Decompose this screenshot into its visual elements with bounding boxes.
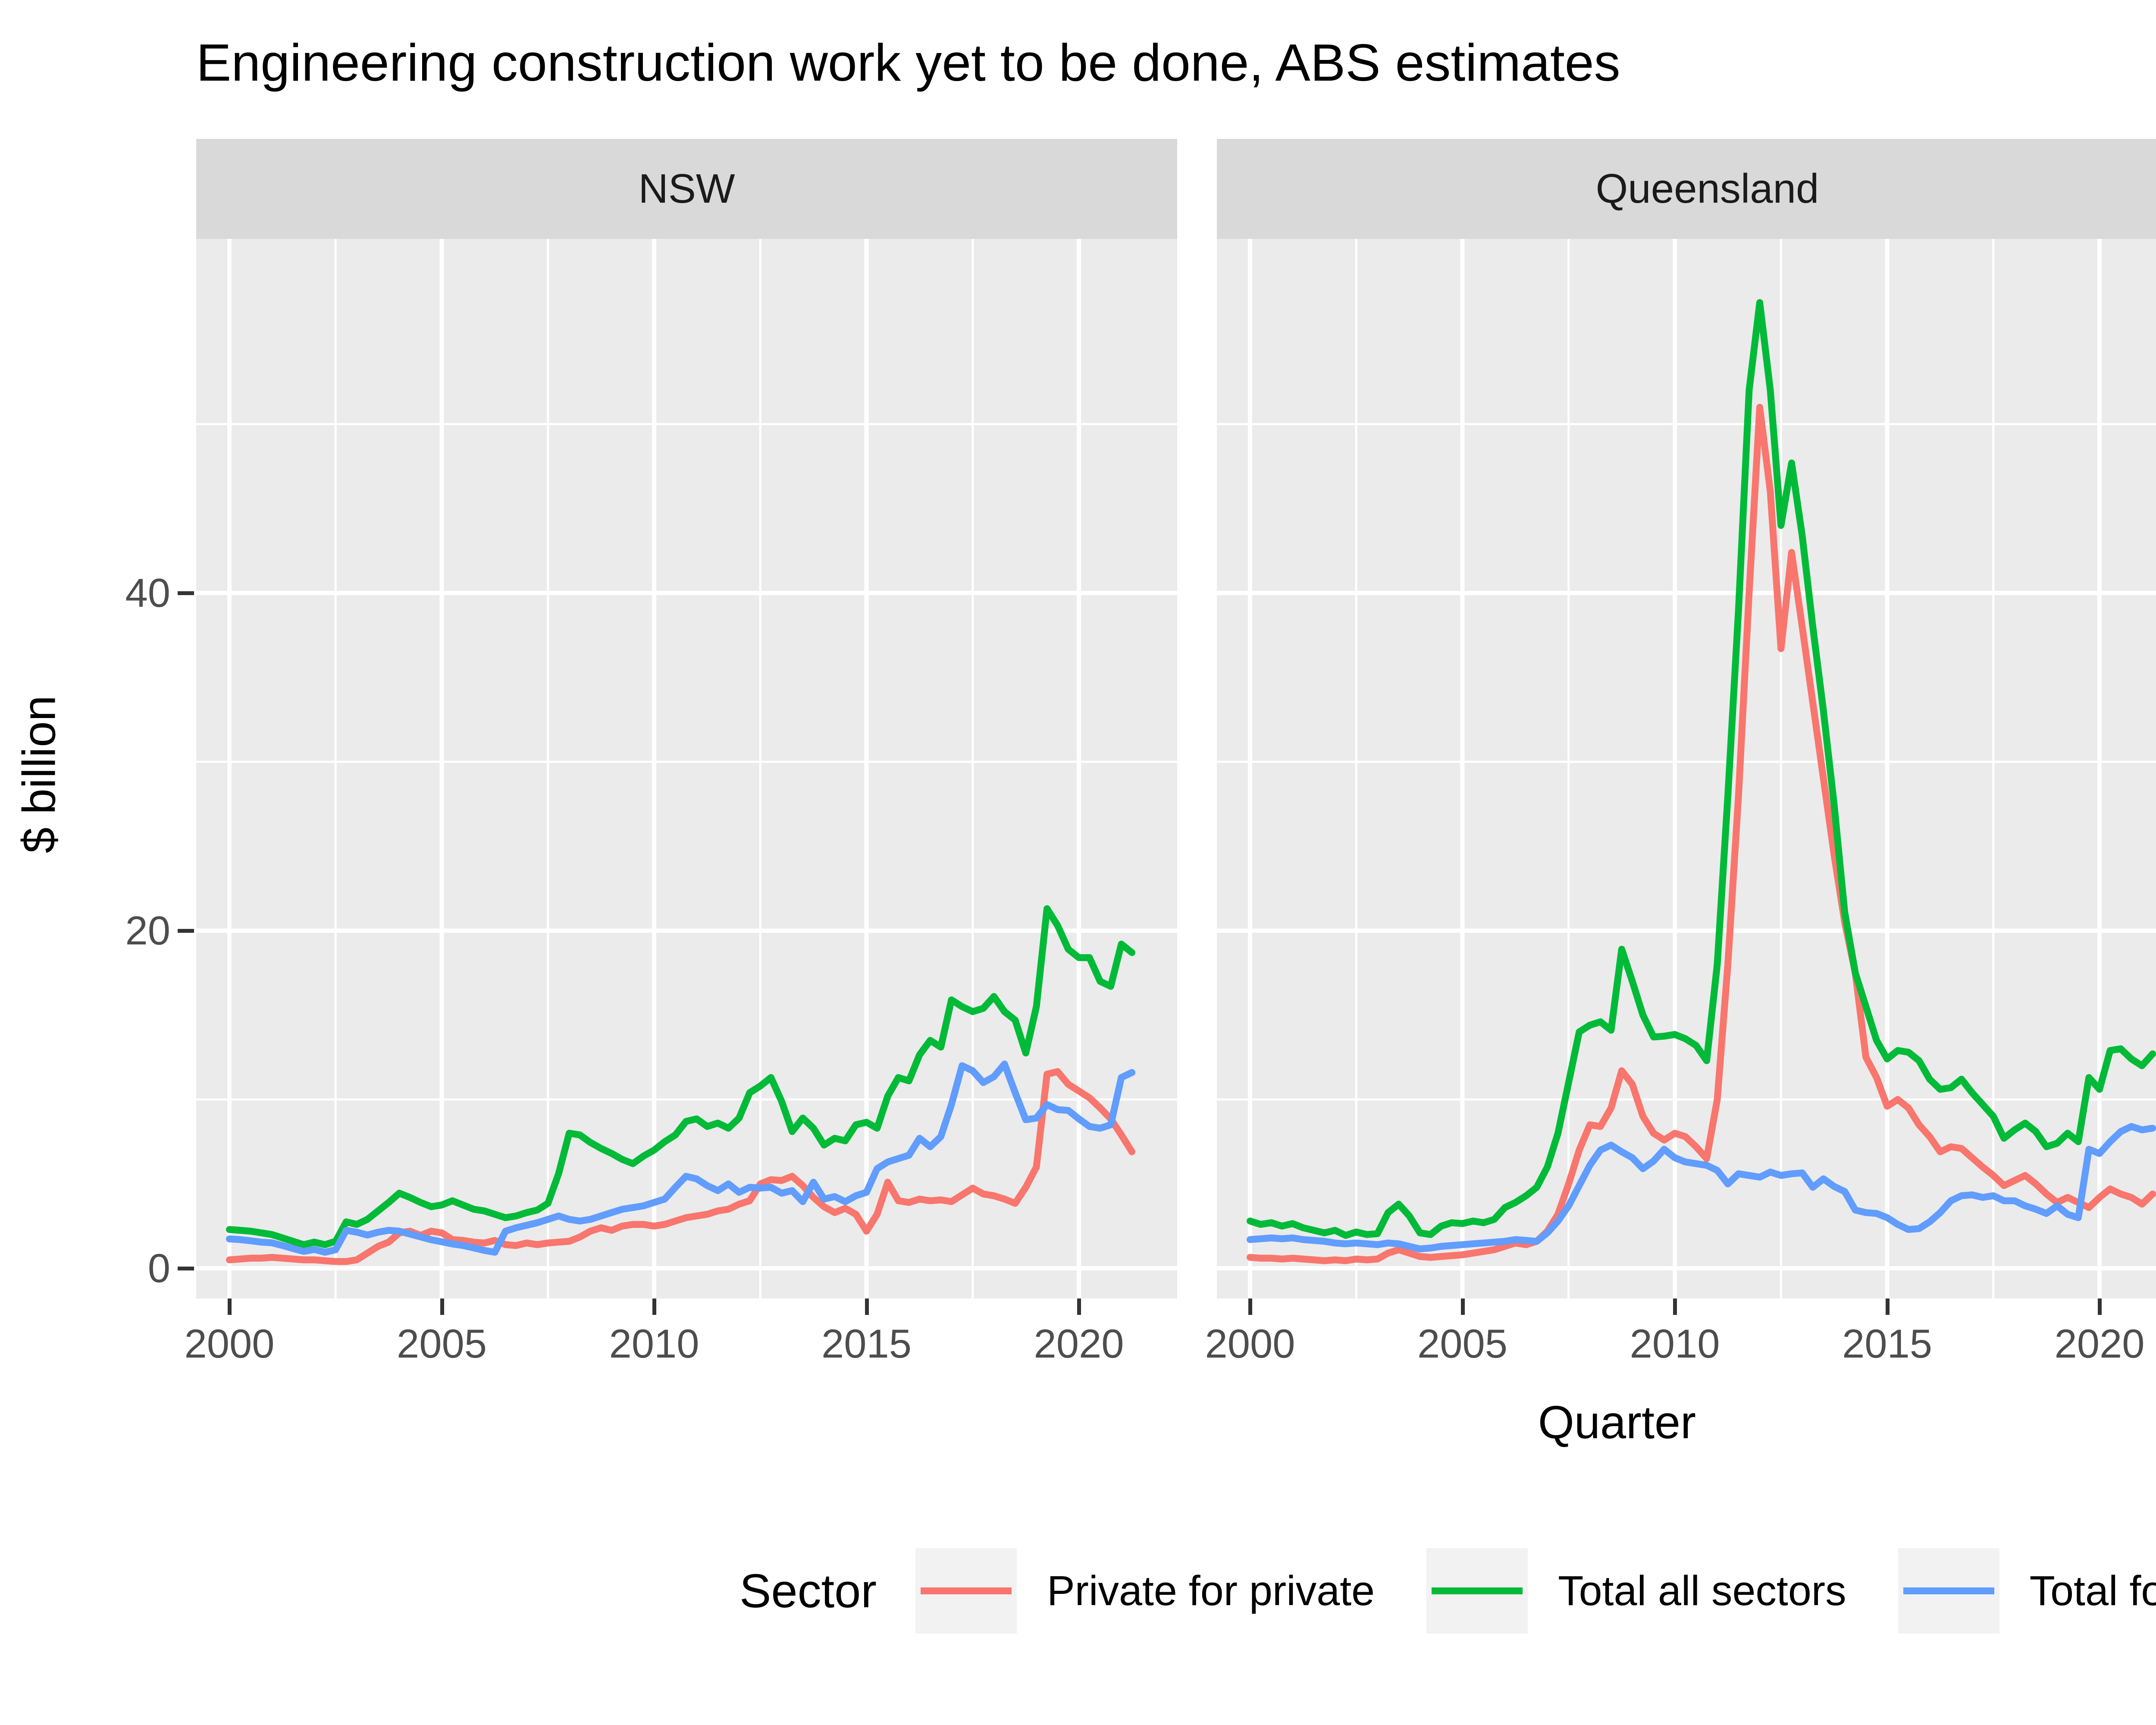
plot-svg — [1217, 239, 2156, 1298]
x-axis-tick — [440, 1298, 444, 1315]
plot-svg — [196, 239, 1177, 1298]
legend-items: Private for private Total all sectors Tota… — [915, 1548, 2156, 1634]
x-axis-tick — [1673, 1298, 1677, 1315]
y-axis-tick — [178, 929, 194, 933]
legend-key-swatch — [1426, 1548, 1528, 1634]
x-axis-tick-label: 2020 — [1034, 1321, 1124, 1366]
y-axis-tick — [178, 591, 194, 595]
x-axis-tick — [865, 1298, 869, 1315]
legend-item-label: Total all sectors — [1558, 1567, 1846, 1614]
legend-item: Total for the public sector — [1898, 1548, 2156, 1634]
x-axis-tick-label: 2020 — [2054, 1321, 2145, 1366]
y-axis-tick-label: 20 — [125, 908, 170, 953]
x-axis-tick-label: 2010 — [1630, 1321, 1720, 1366]
x-axis-tick — [1248, 1298, 1252, 1315]
chart-title: Engineering construction work yet to be … — [196, 33, 1620, 92]
legend-item: Total all sectors — [1426, 1548, 1846, 1634]
x-axis-tick-label: 2000 — [1205, 1321, 1295, 1366]
x-axis-tick-label: 2005 — [396, 1321, 487, 1366]
plot-panel-queensland — [1217, 239, 2156, 1298]
legend-key-swatch — [1898, 1548, 1999, 1634]
y-axis-tick-label: 0 — [147, 1245, 170, 1291]
x-axis-tick-label: 2015 — [821, 1321, 912, 1366]
x-axis-tick — [228, 1298, 232, 1315]
legend-item-label: Total for the public sector — [2029, 1567, 2156, 1614]
x-axis-tick — [2098, 1298, 2102, 1315]
y-axis-tick-label: 40 — [125, 570, 170, 615]
x-axis-tick-label: 2010 — [609, 1321, 699, 1366]
plot-panel-nsw — [196, 239, 1177, 1298]
x-axis-tick — [1077, 1298, 1081, 1315]
legend-item-label: Private for private — [1047, 1567, 1375, 1614]
x-axis-tick — [1885, 1298, 1890, 1315]
legend-key-swatch — [915, 1548, 1017, 1634]
x-axis-tick-label: 2005 — [1417, 1321, 1508, 1366]
legend-key-line — [920, 1587, 1012, 1594]
legend-key-line — [1903, 1587, 1994, 1594]
facet-strip-label: Queensland — [1217, 139, 2156, 239]
x-axis-tick — [652, 1298, 656, 1315]
legend: Sector Private for private Total all sect… — [0, 1548, 2156, 1634]
y-axis-tick — [178, 1267, 194, 1270]
y-axis-title: $ billion — [13, 695, 65, 853]
x-axis-tick — [1460, 1298, 1465, 1315]
x-axis-tick-label: 2015 — [1842, 1321, 1933, 1366]
legend-item: Private for private — [915, 1548, 1375, 1634]
x-axis-tick-label: 2000 — [184, 1321, 275, 1366]
legend-title: Sector — [740, 1564, 877, 1618]
facet-strip-label: NSW — [196, 139, 1177, 239]
x-axis-title: Quarter — [1538, 1396, 1696, 1448]
legend-key-line — [1432, 1587, 1523, 1594]
